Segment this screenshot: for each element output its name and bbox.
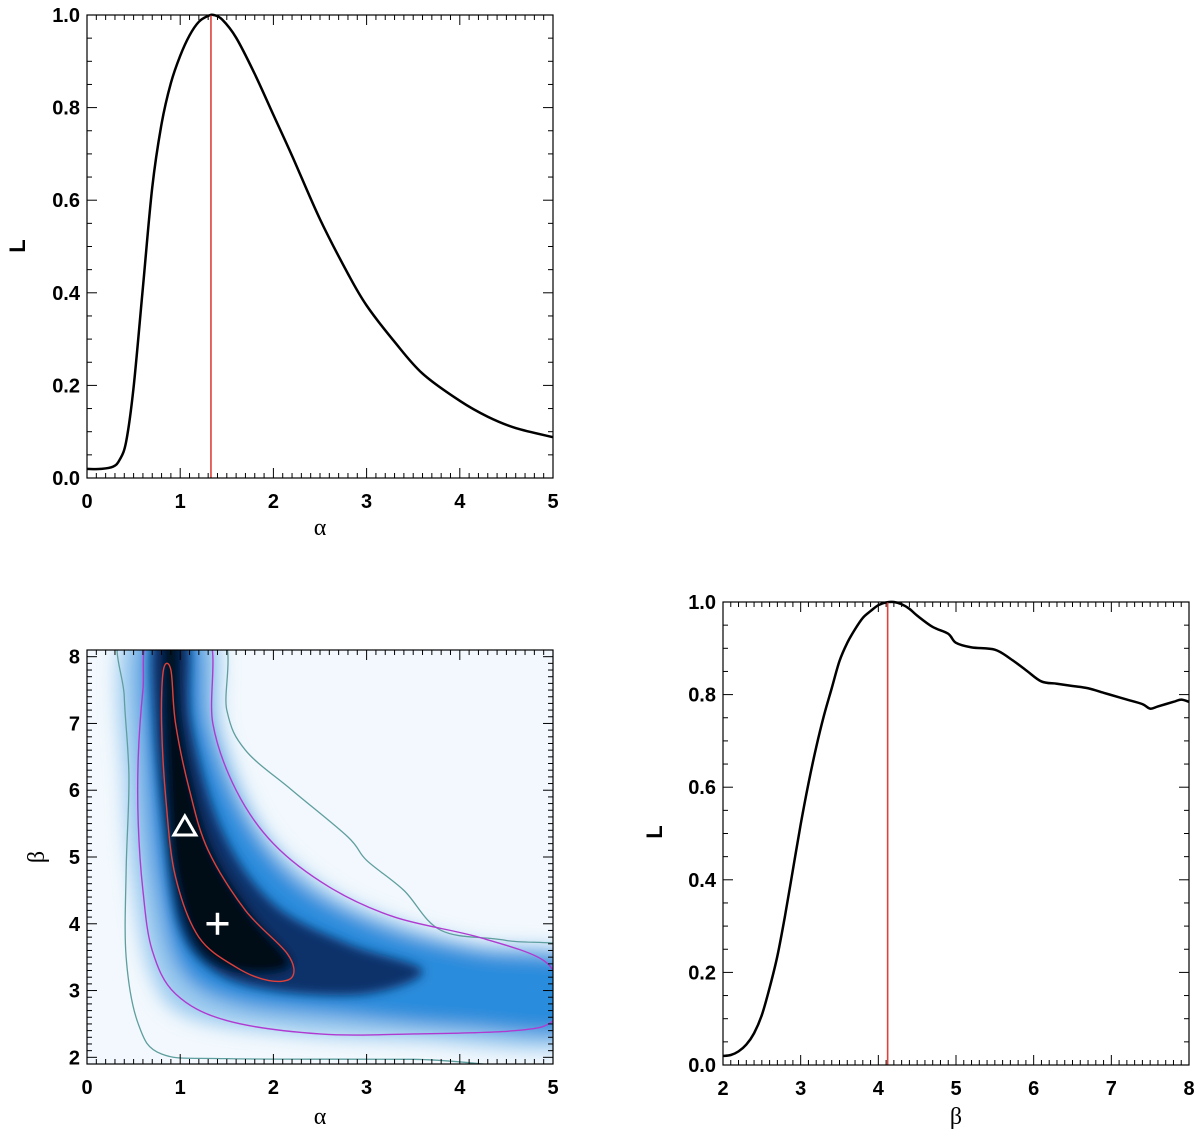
beta-likelihood-x-tick-label: 4 [873, 1078, 885, 1100]
heatmap-y-tick-label: 3 [69, 981, 80, 1003]
beta-likelihood-y-tick-label: 0.0 [688, 1055, 716, 1077]
alpha-likelihood-x-tick-label: 1 [175, 491, 186, 513]
beta-likelihood-y-tick-label: 0.4 [688, 870, 717, 892]
heatmap-x-tick-label: 0 [81, 1077, 92, 1099]
alpha-likelihood-xlabel: α [314, 515, 327, 541]
alpha-beta-heatmap-panel: 0 1 2 3 4 5 2 3 4 5 6 7 8 α β [24, 647, 559, 1130]
beta-likelihood-x-tick-label: 6 [1028, 1078, 1039, 1100]
plus-marker [206, 912, 229, 935]
beta-likelihood-x-tick-label: 7 [1106, 1078, 1117, 1100]
beta-likelihood-y-tick-label: 1.0 [688, 592, 716, 614]
alpha-likelihood-frame [86, 14, 554, 479]
alpha-likelihood-x-tick-label: 2 [268, 491, 279, 513]
alpha-likelihood-x-tick-label: 0 [81, 491, 92, 513]
heatmap-image [87, 650, 553, 1064]
heatmap-frame [86, 649, 554, 1065]
beta-likelihood-y-tick-label: 0.6 [688, 777, 716, 799]
beta-likelihood-xlabel: β [950, 1104, 962, 1130]
alpha-likelihood-curve [86, 13, 554, 471]
alpha-likelihood-y-tick-label: 0.0 [52, 468, 80, 490]
contour-middle [136, 650, 553, 1036]
alpha-likelihood-y-tick-label: 0.6 [52, 190, 80, 212]
beta-likelihood-y-tick-label: 0.2 [688, 962, 716, 984]
triangle-marker [171, 812, 199, 837]
heatmap-y-tick-label: 5 [69, 847, 80, 869]
alpha-likelihood-ylabel: L [5, 239, 30, 252]
beta-likelihood-x-tick-label: 3 [795, 1078, 806, 1100]
alpha-likelihood-y-tick-label: 0.8 [52, 98, 80, 120]
alpha-likelihood-x-tick-label: 5 [547, 491, 558, 513]
heatmap-ylabel: β [24, 851, 50, 863]
alpha-likelihood-y-tick-label: 1.0 [52, 5, 80, 27]
contour-inner [160, 662, 295, 983]
contour-outer [116, 650, 553, 1064]
beta-likelihood-panel: 2 3 4 5 6 7 8 0.0 0.2 0.4 0.6 0.8 1.0 β L [642, 592, 1195, 1130]
beta-likelihood-y-tick-label: 0.8 [688, 685, 716, 707]
heatmap-x-tick-label: 5 [547, 1077, 558, 1099]
beta-likelihood-x-tick-label: 8 [1183, 1078, 1194, 1100]
beta-likelihood-x-tick-label: 2 [717, 1078, 728, 1100]
beta-likelihood-ylabel: L [642, 825, 667, 838]
heatmap-y-tick-label: 6 [69, 780, 80, 802]
beta-likelihood-frame [722, 601, 1190, 1066]
alpha-likelihood-x-tick-label: 4 [454, 491, 466, 513]
heatmap-y-tick-label: 7 [69, 713, 80, 735]
heatmap-y-tick-label: 2 [69, 1047, 80, 1069]
heatmap-band-core [162, 650, 293, 975]
alpha-likelihood-y-tick-label: 0.4 [52, 283, 81, 305]
alpha-likelihood-x-tick-label: 3 [361, 491, 372, 513]
heatmap-y-tick-label: 4 [69, 914, 81, 936]
heatmap-x-tick-label: 2 [268, 1077, 279, 1099]
heatmap-xlabel: α [314, 1104, 327, 1130]
beta-likelihood-curve [722, 600, 1190, 1058]
heatmap-x-tick-label: 3 [361, 1077, 372, 1099]
beta-likelihood-x-tick-label: 5 [950, 1078, 961, 1100]
heatmap-x-tick-label: 1 [175, 1077, 186, 1099]
alpha-likelihood-panel: 0 1 2 3 4 5 0.0 0.2 0.4 0.6 0.8 1.0 α L [5, 5, 559, 541]
heatmap-x-tick-label: 4 [454, 1077, 466, 1099]
alpha-likelihood-y-tick-label: 0.2 [52, 375, 80, 397]
heatmap-y-tick-label: 8 [69, 647, 80, 669]
